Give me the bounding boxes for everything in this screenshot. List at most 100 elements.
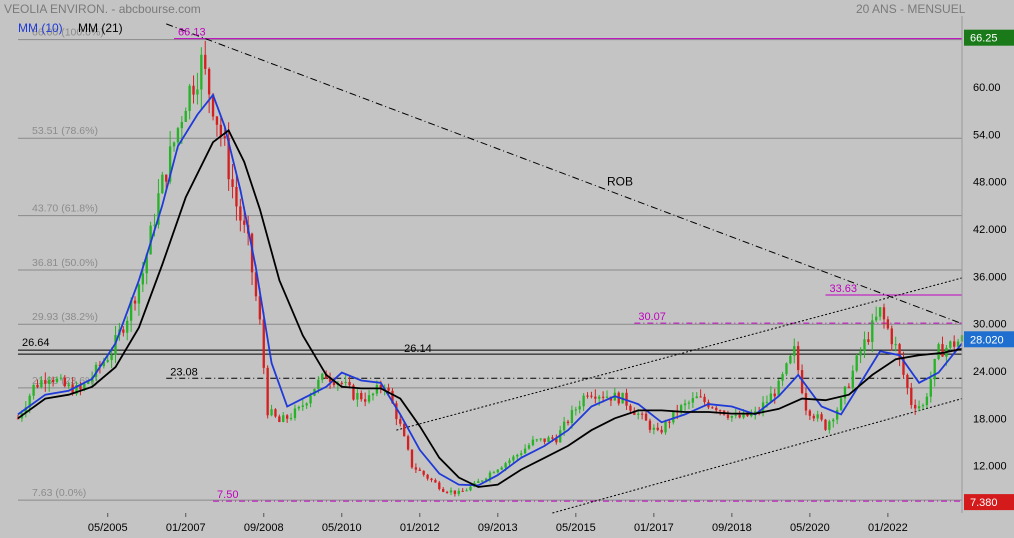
fib-label: 66.00 (100.0%) xyxy=(32,27,104,39)
candle-body xyxy=(196,89,199,95)
x-tick-label: 01/2017 xyxy=(634,522,674,534)
candle-body xyxy=(122,329,125,333)
candle-body xyxy=(461,490,464,492)
candle-body xyxy=(742,412,745,418)
candle-body xyxy=(317,379,320,389)
candle-body xyxy=(691,398,695,403)
candle-body xyxy=(824,419,827,430)
candle-body xyxy=(836,410,839,420)
x-tick-label: 09/2008 xyxy=(244,522,284,534)
x-tick-label: 01/2012 xyxy=(400,522,440,534)
candle-body xyxy=(539,438,542,440)
candle-body xyxy=(699,396,702,398)
candle-body xyxy=(601,396,605,398)
candle-body xyxy=(32,384,35,396)
candle-body xyxy=(925,396,929,406)
candle-body xyxy=(223,136,226,139)
y-tick-label: 12.000 xyxy=(973,461,1007,473)
fib-label: 7.63 (0.0%) xyxy=(32,487,86,499)
candle-body xyxy=(648,420,652,430)
candle-body xyxy=(395,403,398,420)
candle-body xyxy=(36,384,39,388)
candle-body xyxy=(672,410,675,423)
legend-ma21: MM (21) xyxy=(78,21,123,35)
candle-body xyxy=(293,408,297,418)
candle-body xyxy=(129,300,133,321)
candle-body xyxy=(687,402,691,404)
candle-body xyxy=(180,121,184,129)
candle-body xyxy=(145,254,148,274)
candle-body xyxy=(258,296,262,320)
candle-body xyxy=(547,437,550,442)
candle-body xyxy=(219,124,223,137)
candle-body xyxy=(804,393,808,411)
candle-body xyxy=(562,421,566,431)
candle-body xyxy=(442,489,445,492)
candle-body xyxy=(137,284,141,304)
candle-body xyxy=(851,370,854,388)
y-tick-label: 48.000 xyxy=(973,177,1007,189)
candle-body xyxy=(278,416,281,423)
y-tick-label: 30.000 xyxy=(973,319,1007,331)
candle-body xyxy=(340,382,343,384)
candle-body xyxy=(937,344,940,360)
price-badge-label: 28.020 xyxy=(970,334,1004,346)
candle-body xyxy=(527,445,531,449)
annotation-label: ROB xyxy=(607,175,633,189)
candle-body xyxy=(484,478,488,481)
candle-body xyxy=(204,54,207,69)
candle-body xyxy=(262,319,265,368)
candle-body xyxy=(481,480,484,482)
candle-body xyxy=(235,186,238,207)
candle-body xyxy=(301,405,304,407)
candle-body xyxy=(886,319,890,329)
candle-body xyxy=(890,328,893,345)
candle-body xyxy=(63,377,66,387)
candle-body xyxy=(543,438,546,442)
hline-label: 66.13 xyxy=(178,27,206,39)
candle-body xyxy=(309,395,312,404)
candle-body xyxy=(882,307,886,320)
candle-body xyxy=(403,423,406,437)
candle-body xyxy=(871,320,874,343)
x-tick-label: 05/2005 xyxy=(88,522,128,534)
candle-body xyxy=(243,220,246,225)
candle-body xyxy=(282,415,285,423)
candle-body xyxy=(535,439,538,441)
candle-body xyxy=(754,411,757,414)
candle-body xyxy=(863,339,866,352)
price-badge-label: 7.380 xyxy=(970,497,998,509)
candle-body xyxy=(274,409,277,417)
candle-body xyxy=(914,404,917,409)
candle-body xyxy=(321,373,324,380)
x-tick-label: 05/2015 xyxy=(556,522,596,534)
candle-body xyxy=(453,490,457,494)
candle-body xyxy=(270,409,273,416)
candle-body xyxy=(781,374,784,381)
candle-body xyxy=(855,355,858,371)
candle-body xyxy=(902,358,905,375)
fib-label: 36.81 (50.0%) xyxy=(32,257,98,269)
candle-body xyxy=(785,363,788,375)
candle-body xyxy=(859,351,862,356)
x-tick-label: 05/2020 xyxy=(790,522,830,534)
candle-body xyxy=(102,361,105,367)
candle-body xyxy=(531,439,535,446)
candle-body xyxy=(847,386,851,388)
candle-body xyxy=(789,355,792,364)
candle-body xyxy=(426,474,429,479)
candle-body xyxy=(504,463,507,468)
candle-body xyxy=(465,490,468,492)
candle-body xyxy=(371,393,375,396)
hline-label: 26.64 xyxy=(22,337,50,349)
candle-body xyxy=(285,415,289,419)
y-tick-label: 36.000 xyxy=(973,271,1007,283)
candle-body xyxy=(777,380,780,397)
candle-body xyxy=(637,413,640,415)
candle-body xyxy=(570,410,574,424)
candle-body xyxy=(929,379,932,397)
candle-body xyxy=(172,142,176,147)
candle-body xyxy=(629,405,632,411)
candle-body xyxy=(769,393,773,402)
candle-body xyxy=(161,174,164,194)
